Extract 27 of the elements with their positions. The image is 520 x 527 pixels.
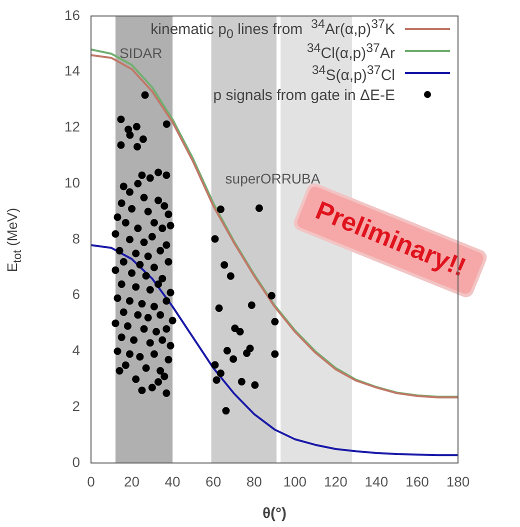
y-tick-label: 16 xyxy=(64,6,80,23)
x-tick-label: 100 xyxy=(283,473,307,490)
x-tick-label: 120 xyxy=(324,473,348,490)
y-tick-label: 6 xyxy=(72,286,80,302)
y-tick-label: 2 xyxy=(72,398,80,414)
legend-label: $^{34}$Cl(α,p)$^{37}$Ar xyxy=(306,40,395,62)
legend-label: p signals from gate in ΔE-E xyxy=(213,86,395,104)
band-label: SIDAR xyxy=(119,45,162,62)
x-tick-label: 0 xyxy=(87,473,96,490)
x-tick-label: 140 xyxy=(364,473,388,490)
x-tick-label: 180 xyxy=(446,473,470,490)
legend-label: $^{34}$S(α,p)$^{37}$Cl xyxy=(312,62,395,84)
band-label: superORRUBA xyxy=(225,170,321,186)
legend-label: $^{34}$Ar(α,p)$^{37}$K xyxy=(311,17,395,38)
y-tick-label: 12 xyxy=(64,118,80,135)
x-axis-title: θ(°) xyxy=(262,505,287,522)
y-tick-label: 8 xyxy=(72,230,80,246)
x-tick-label: 160 xyxy=(406,473,430,490)
y-tick-label: 10 xyxy=(64,174,80,190)
y-tick-label: 0 xyxy=(72,454,80,470)
y-tick-label: 4 xyxy=(72,342,80,358)
legend-title: kinematic p$_{0}$ lines from xyxy=(150,21,303,41)
x-tick-label: 60 xyxy=(206,473,222,490)
x-tick-label: 40 xyxy=(164,473,181,490)
y-tick-label: 14 xyxy=(64,62,80,79)
x-tick-label: 20 xyxy=(124,473,140,490)
x-tick-label: 80 xyxy=(246,473,262,490)
